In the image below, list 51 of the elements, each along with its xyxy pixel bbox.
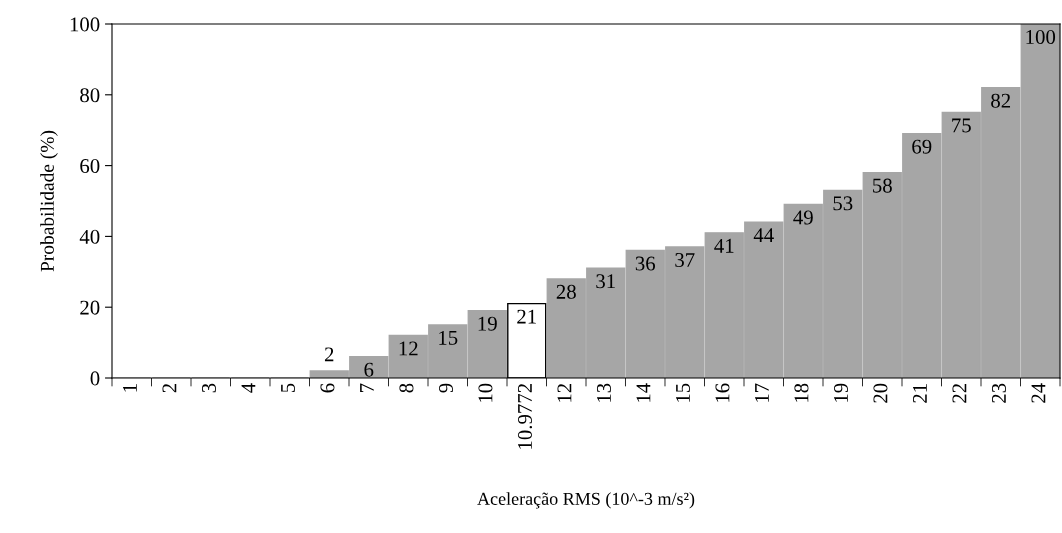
x-tick-label: 16 xyxy=(715,383,730,402)
x-tick-label: 9 xyxy=(438,383,453,393)
data-label: 36 xyxy=(635,256,656,271)
data-label: 44 xyxy=(753,228,774,243)
x-tick-label: 18 xyxy=(794,383,809,402)
x-tick-label: 8 xyxy=(399,383,414,393)
y-tick-label: 0 xyxy=(90,371,100,386)
y-tick-label: 40 xyxy=(79,229,100,244)
y-tick-label: 20 xyxy=(80,300,100,315)
x-tick-label: 4 xyxy=(241,383,256,393)
x-tick-label: 21 xyxy=(912,384,927,403)
data-label: 53 xyxy=(833,196,853,211)
x-axis-title: Aceleração RMS (10^-3 m/s²) xyxy=(477,492,695,509)
x-tick-label: 2 xyxy=(162,384,177,393)
x-tick-label: 10 xyxy=(478,383,493,402)
data-label: 75 xyxy=(952,118,971,133)
x-tick-label: 24 xyxy=(1031,383,1046,403)
x-tick-label: 12 xyxy=(557,384,572,402)
x-tick-label: 22 xyxy=(952,384,967,403)
x-tick-label: 3 xyxy=(201,383,216,393)
y-tick-label: 100 xyxy=(70,17,100,32)
y-tick-label: 60 xyxy=(80,158,100,174)
data-label: 49 xyxy=(793,210,813,225)
data-label: 37 xyxy=(675,252,695,267)
data-label: 41 xyxy=(714,238,734,253)
data-label: 2 xyxy=(324,347,334,362)
data-label: 82 xyxy=(991,93,1011,108)
x-tick-label: 10.9772 xyxy=(517,384,533,449)
data-label: 100 xyxy=(1026,29,1056,44)
data-label: 12 xyxy=(399,341,418,356)
data-label: 19 xyxy=(478,316,497,331)
x-tick-label: 13 xyxy=(596,383,611,402)
data-label: 15 xyxy=(439,330,458,345)
x-tick-label: 14 xyxy=(636,383,651,402)
x-tick-label: 23 xyxy=(991,383,1006,403)
data-label: 21 xyxy=(517,309,536,324)
x-tick-label: 15 xyxy=(676,383,690,402)
y-axis-title: Probabilidade (%) xyxy=(40,130,58,272)
data-label: 28 xyxy=(556,284,576,299)
x-tick-label: 20 xyxy=(873,383,888,403)
data-label: 31 xyxy=(596,274,615,289)
x-tick-label: 5 xyxy=(281,383,295,393)
x-tick-label: 17 xyxy=(755,383,769,402)
x-tick-label: 19 xyxy=(833,383,848,402)
data-label: 58 xyxy=(873,178,892,193)
x-tick-label: 7 xyxy=(360,383,374,392)
y-tick-label: 80 xyxy=(80,88,100,103)
data-label: 6 xyxy=(364,362,374,377)
data-label: 69 xyxy=(912,139,932,154)
x-tick-label: 6 xyxy=(320,383,335,393)
x-tick-label: 1 xyxy=(123,384,137,392)
